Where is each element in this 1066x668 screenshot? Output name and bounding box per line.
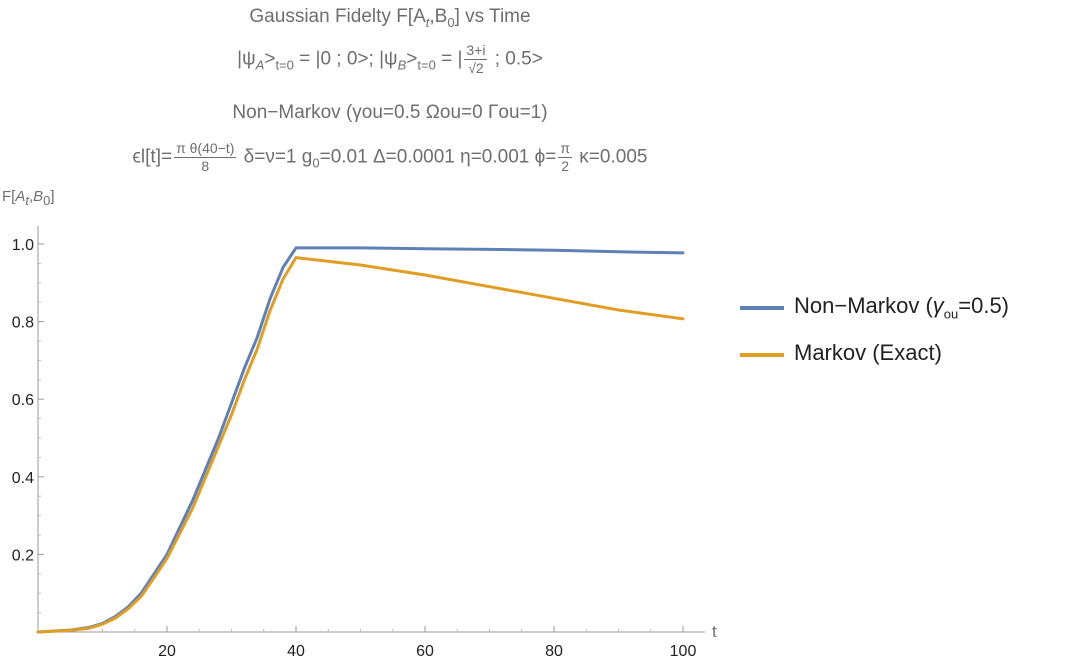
phi-num: π bbox=[560, 140, 571, 156]
psi-b-tsub: t=0 bbox=[417, 57, 436, 73]
y-axis-label: F[At,B0] bbox=[2, 188, 55, 208]
state-line: |ψA>t=0 = |0 ; 0>; |ψB>t=0 = | 3+i √2 ; 0.… bbox=[0, 42, 780, 77]
psi-b-end: ; 0.5> bbox=[489, 48, 543, 70]
psi-a-val: = |0 ; 0>; |ψ bbox=[293, 48, 398, 70]
title-mid: ,B bbox=[429, 6, 448, 27]
chart-title: Gaussian Fidelty F[At,B0] vs Time bbox=[0, 6, 780, 30]
params-sub: 0 bbox=[312, 155, 320, 171]
x-tick-label-20: 20 bbox=[158, 643, 176, 660]
psi-a-ket: > bbox=[264, 48, 276, 70]
legend-1-gamma: γ bbox=[932, 293, 944, 318]
y-tick-label-0.8: 0.8 bbox=[12, 315, 34, 332]
legend-swatch-markov bbox=[740, 353, 784, 357]
eps-den: 8 bbox=[174, 157, 237, 175]
x-axis-label: t bbox=[712, 622, 717, 641]
title-sub-a: t bbox=[425, 14, 430, 30]
legend-1-sub: ou bbox=[943, 306, 959, 322]
title-end: ] vs Time bbox=[454, 6, 531, 27]
ylabel-mid: , bbox=[28, 188, 34, 205]
ylabel-t: t bbox=[25, 193, 29, 208]
psi-b-num: 3+i bbox=[466, 42, 486, 58]
param-line: ϵl[t]= π θ(40−t) 8 δ=ν=1 g0=0.01 Δ=0.0001 … bbox=[0, 140, 780, 175]
title-sub-b: 0 bbox=[447, 14, 455, 30]
psi-b-ket: > bbox=[406, 48, 418, 70]
ylabel-end: ] bbox=[50, 188, 55, 205]
non-markov-params: Non−Markov (γou=0.5 Ωou=0 Γou=1) bbox=[0, 102, 780, 124]
legend-1-pre: Non−Markov ( bbox=[794, 293, 933, 318]
non-markov-text: Non−Markov (γou=0.5 Ωou=0 Γou=1) bbox=[232, 102, 548, 123]
x-tick-label-100: 100 bbox=[670, 643, 697, 660]
y-tick-label-1: 1.0 bbox=[12, 237, 34, 254]
eps-fraction: π θ(40−t) 8 bbox=[174, 140, 237, 175]
psi-b-den: √2 bbox=[464, 59, 488, 77]
x-tick-label-40: 40 bbox=[287, 643, 305, 660]
y-tick-label-0.4: 0.4 bbox=[12, 470, 34, 487]
ylabel-a: A bbox=[15, 188, 26, 205]
ylabel-0: 0 bbox=[43, 193, 51, 208]
legend-label-markov: Markov (Exact) bbox=[794, 340, 942, 365]
params-rest: =0.01 Δ=0.0001 η=0.001 ϕ= bbox=[319, 146, 557, 168]
legend-1-post: =0.5) bbox=[958, 293, 1010, 318]
ylabel-b: B bbox=[33, 188, 44, 205]
psi-a-tsub: t=0 bbox=[275, 57, 294, 73]
psi-a-sub: A bbox=[255, 57, 265, 73]
kappa-text: κ=0.005 bbox=[574, 146, 648, 168]
x-tick-label-80: 80 bbox=[545, 643, 563, 660]
psi-b-sub: B bbox=[397, 57, 407, 73]
params-text: δ=ν=1 g bbox=[238, 146, 313, 168]
legend-label-non-markov: Non−Markov (γou=0.5) bbox=[794, 293, 1009, 321]
legend-swatch-non-markov bbox=[740, 306, 784, 310]
y-tick-label-0.6: 0.6 bbox=[12, 392, 34, 409]
x-tick-label-60: 60 bbox=[416, 643, 434, 660]
psi-b-fraction: 3+i √2 bbox=[464, 42, 488, 77]
ylabel-pre: F[ bbox=[2, 188, 16, 205]
psi-a: |ψ bbox=[237, 48, 256, 70]
series-line-markov bbox=[36, 256, 685, 634]
y-tick-label-0.2: 0.2 bbox=[12, 547, 34, 564]
title-text: Gaussian Fidelty F[A bbox=[249, 6, 426, 27]
eps-label: ϵl[t]= bbox=[132, 146, 173, 168]
eps-num: π θ(40−t) bbox=[176, 140, 235, 156]
psi-b-eq: = | bbox=[435, 48, 463, 70]
phi-den: 2 bbox=[558, 157, 573, 175]
